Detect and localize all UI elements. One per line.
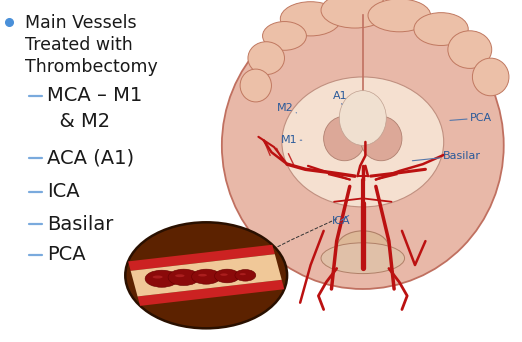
Ellipse shape <box>472 58 509 96</box>
Text: A1: A1 <box>333 91 348 104</box>
Text: PCA: PCA <box>47 245 86 264</box>
Text: Basilar: Basilar <box>47 214 113 234</box>
Ellipse shape <box>360 116 402 161</box>
Polygon shape <box>128 245 275 271</box>
Ellipse shape <box>198 274 207 276</box>
Ellipse shape <box>339 91 386 145</box>
Text: ICA: ICA <box>47 182 79 201</box>
Text: M2: M2 <box>277 103 296 113</box>
Ellipse shape <box>324 116 365 161</box>
Ellipse shape <box>282 77 444 207</box>
Ellipse shape <box>280 2 341 36</box>
Ellipse shape <box>414 13 468 45</box>
Text: PCA: PCA <box>450 113 492 123</box>
Ellipse shape <box>192 269 221 284</box>
Text: Basilar: Basilar <box>412 150 481 161</box>
Ellipse shape <box>240 69 271 102</box>
Ellipse shape <box>321 243 405 274</box>
Ellipse shape <box>448 31 492 68</box>
Ellipse shape <box>222 2 504 289</box>
Ellipse shape <box>368 0 431 32</box>
Ellipse shape <box>240 273 246 275</box>
Text: ICA: ICA <box>331 215 350 226</box>
Ellipse shape <box>263 22 306 50</box>
Ellipse shape <box>235 269 256 281</box>
Ellipse shape <box>248 42 284 75</box>
Text: Main Vessels: Main Vessels <box>25 14 137 32</box>
Text: Thrombectomy: Thrombectomy <box>25 58 158 76</box>
Polygon shape <box>138 280 284 306</box>
Polygon shape <box>130 254 282 297</box>
Ellipse shape <box>321 0 389 28</box>
Text: ACA (A1): ACA (A1) <box>47 148 134 168</box>
Text: MCA – M1: MCA – M1 <box>47 86 142 105</box>
Ellipse shape <box>145 270 179 287</box>
Ellipse shape <box>215 269 240 283</box>
Ellipse shape <box>168 269 199 286</box>
Ellipse shape <box>337 231 389 265</box>
Text: M1: M1 <box>281 135 302 145</box>
Text: Treated with: Treated with <box>25 36 133 54</box>
Ellipse shape <box>152 276 163 278</box>
Ellipse shape <box>220 274 228 276</box>
Circle shape <box>125 222 287 328</box>
Text: & M2: & M2 <box>47 112 110 131</box>
Ellipse shape <box>175 274 185 277</box>
